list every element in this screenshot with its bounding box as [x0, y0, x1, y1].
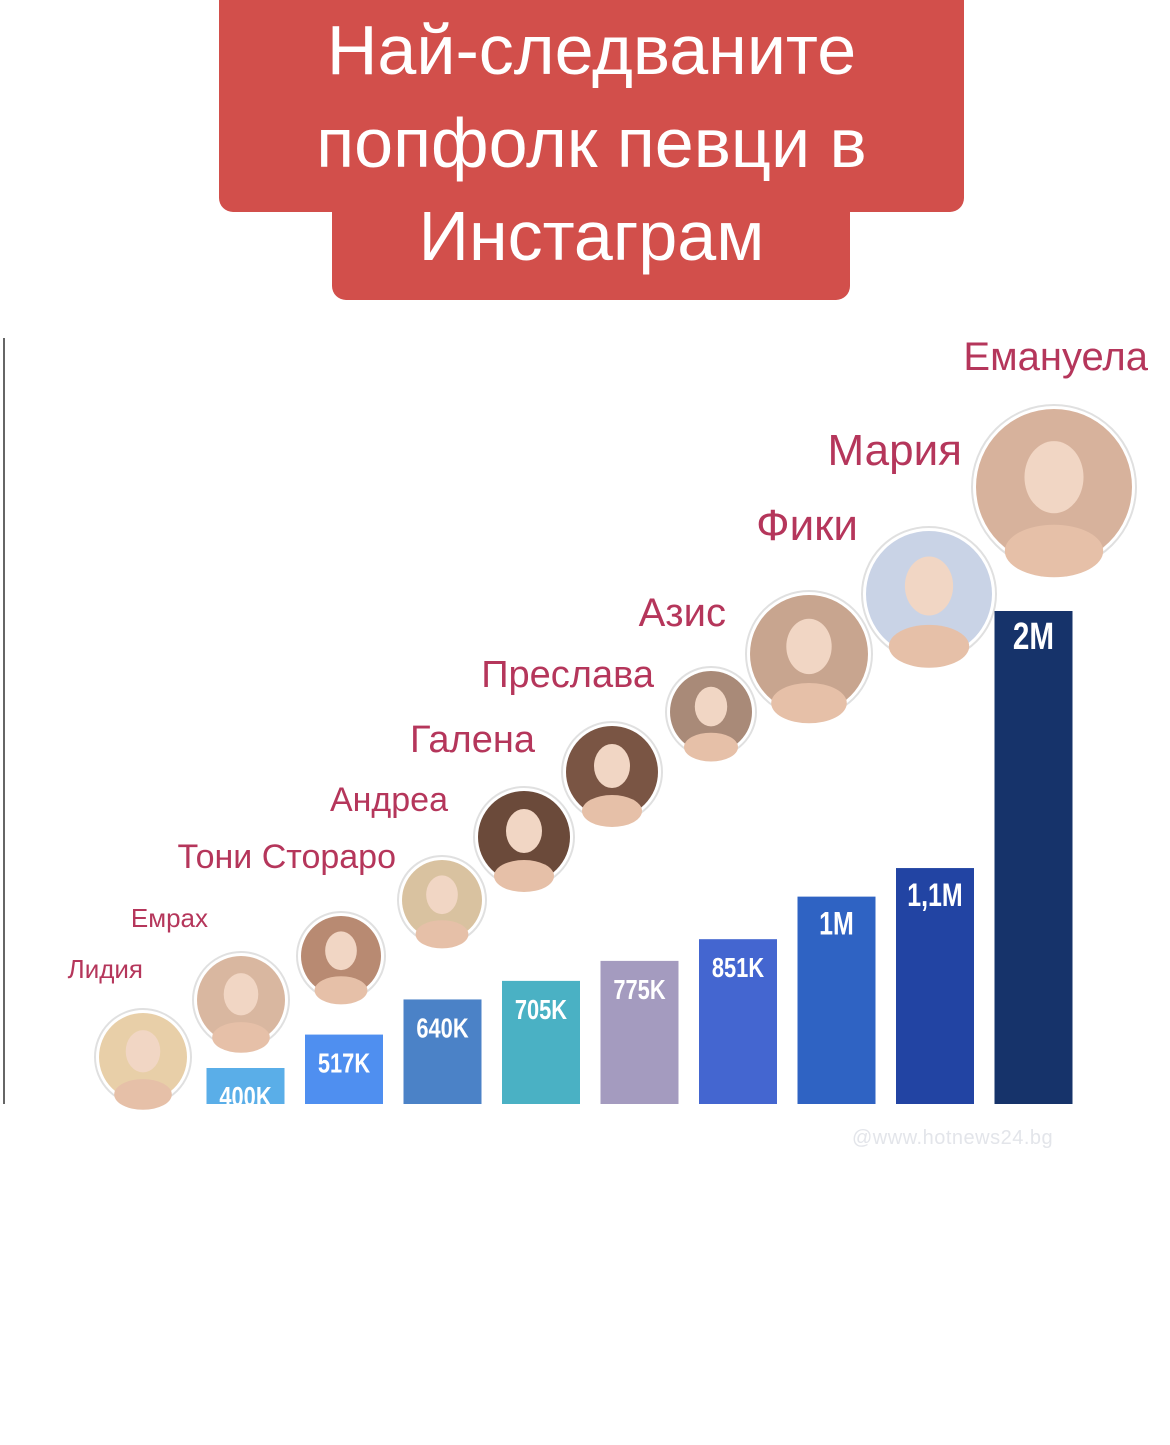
- platinum-blonde-avatar: [861, 526, 997, 668]
- avatar-shoulders: [771, 682, 847, 724]
- avatar-shoulders: [684, 732, 738, 762]
- singer-name-label: Мария: [828, 426, 963, 475]
- avatar-face: [904, 556, 954, 616]
- dark-haired-woman-avatar: [473, 786, 575, 892]
- bar-value-label: 775K: [613, 974, 665, 1005]
- avatar-face: [223, 973, 259, 1016]
- bar: [600, 960, 679, 1104]
- singer-name-label: Андреа: [330, 781, 448, 819]
- singer-name-label: Галена: [410, 719, 536, 761]
- title-banner-tab: [332, 200, 850, 300]
- avatar-face: [506, 809, 542, 853]
- bar-value-label: 2M: [1013, 616, 1054, 658]
- avatar-face: [786, 618, 832, 675]
- blonde-woman-avatar: [397, 855, 487, 949]
- bearded-man-avatar: [745, 590, 873, 724]
- dark-haired-woman-avatar: [561, 721, 663, 827]
- bar-value-label: 400K: [219, 1081, 271, 1112]
- avatar-shoulders: [212, 1022, 270, 1053]
- bar-value-label: 517K: [318, 1048, 370, 1079]
- avatar-shoulders: [582, 795, 642, 827]
- avatar-shoulders: [494, 860, 554, 892]
- title-line-3: Инстаграм: [418, 197, 765, 275]
- avatar-face: [1024, 441, 1084, 514]
- title-banner: [219, 0, 964, 212]
- avatar-face: [594, 744, 630, 788]
- singer-name-label: Тони Стораро: [177, 838, 396, 876]
- bearded-man-avatar: [296, 911, 386, 1005]
- bar: [305, 1034, 383, 1104]
- avatar-shoulders: [1004, 524, 1104, 578]
- bar: [206, 1068, 285, 1104]
- avatar-face: [694, 686, 728, 727]
- bar-value-label: 851K: [712, 953, 764, 984]
- avatar-shoulders: [114, 1079, 172, 1110]
- bar: [699, 939, 777, 1104]
- singer-name-label: Емануела: [963, 335, 1148, 379]
- chart-title: Най-следваните попфолк певци в Инстаграм: [219, 0, 964, 283]
- bar: [797, 896, 876, 1104]
- bald-bearded-man-avatar: [665, 666, 757, 762]
- bar-value-label: 640K: [416, 1013, 468, 1044]
- bar-value-label: 705K: [515, 994, 567, 1025]
- title-line-1: Най-следваните: [326, 11, 857, 89]
- bar: [994, 611, 1073, 1104]
- singer-name-label: Лидия: [68, 954, 143, 984]
- avatar-face: [125, 1030, 161, 1073]
- avatar-shoulders: [888, 624, 970, 668]
- blonde-woman-avatar: [94, 1008, 192, 1110]
- title-line-2: попфолк певци в: [316, 104, 867, 182]
- avatar-shoulders: [314, 976, 368, 1005]
- bearded-man-avatar: [192, 951, 290, 1053]
- avatar-face: [325, 931, 357, 971]
- avatar-face: [426, 875, 458, 915]
- bar: [896, 868, 974, 1104]
- singer-name-label: Фики: [756, 501, 858, 550]
- bar-value-label: 1,1M: [907, 878, 962, 914]
- bar-value-label: 1M: [819, 907, 854, 943]
- bar: [403, 999, 482, 1104]
- woman-makeup-avatar: [971, 404, 1137, 578]
- singer-name-label: Азис: [639, 591, 726, 635]
- avatar-shoulders: [415, 920, 469, 949]
- singer-name-label: Емрах: [131, 903, 208, 933]
- watermark-text: @www.hotnews24.bg: [852, 1127, 1054, 1149]
- singer-name-label: Преслава: [481, 654, 655, 696]
- bar: [502, 980, 580, 1104]
